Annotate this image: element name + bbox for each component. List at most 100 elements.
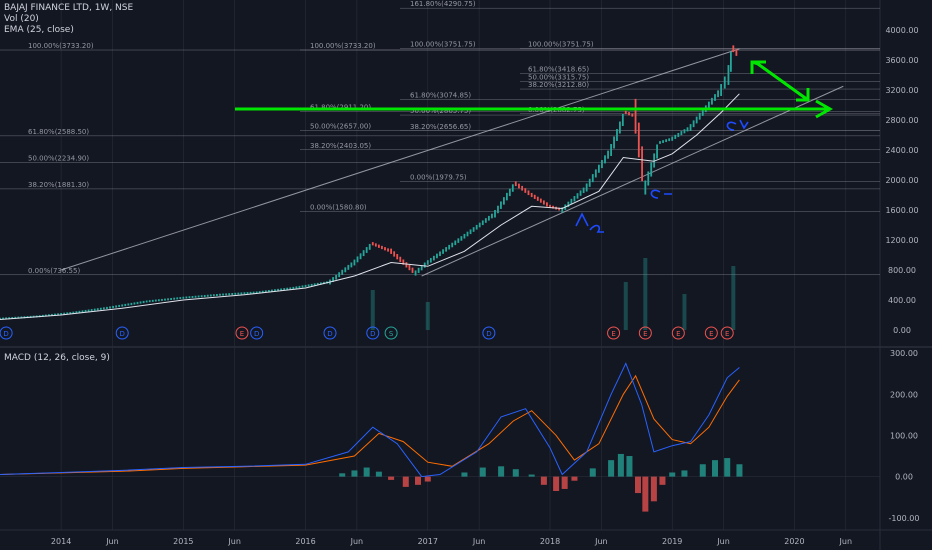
ema-line[interactable] (0, 93, 740, 320)
price-candle (310, 283, 313, 287)
price-candle (432, 255, 435, 261)
time-tick-label: 2014 (51, 537, 71, 546)
price-candle (252, 291, 255, 294)
event-marker[interactable] (607, 326, 621, 340)
macd-histogram-bar (659, 476, 666, 485)
price-candle (191, 296, 194, 298)
event-marker[interactable] (0, 326, 13, 340)
price-candle (381, 245, 383, 250)
event-marker[interactable] (720, 326, 734, 340)
price-candle (130, 302, 133, 306)
price-candle (457, 238, 460, 243)
macd-histogram-bar (479, 467, 486, 477)
macd-line[interactable] (0, 362, 740, 478)
fib-level-label: 50.00%(2234.90) (28, 154, 89, 162)
event-marker[interactable] (638, 326, 652, 340)
price-candle (707, 101, 710, 109)
price-candle (503, 197, 505, 205)
price-candle (167, 298, 169, 301)
event-marker[interactable] (366, 326, 380, 340)
price-candle (359, 253, 362, 260)
event-marker[interactable] (482, 326, 496, 340)
fib-level-label: 61.80%(2588.50) (28, 128, 89, 136)
price-candle (417, 267, 420, 273)
macd-tick-label: 200.00 (890, 390, 918, 399)
price-candle (274, 289, 276, 292)
fib-level-label: 38.20%(1881.30) (28, 181, 89, 189)
macd-histogram-bar (681, 470, 688, 477)
price-candle (680, 131, 683, 136)
price-candle (695, 116, 698, 124)
price-candle (261, 290, 264, 293)
ema-indicator-label[interactable]: EMA (25, close) (4, 25, 74, 35)
price-candle (188, 296, 191, 299)
price-candle (579, 190, 582, 196)
price-candle (280, 288, 283, 291)
price-candle (197, 295, 200, 298)
price-candle (142, 300, 145, 304)
event-marker-label: D (120, 330, 125, 338)
price-candle (460, 236, 463, 241)
annotation-arrowhead-right (815, 99, 834, 119)
macd-histogram-bar (724, 458, 731, 477)
handwritten-mark-right (726, 119, 749, 131)
price-candle (96, 308, 99, 311)
price-candle (298, 285, 301, 289)
event-marker[interactable] (671, 326, 685, 340)
price-candle (505, 192, 508, 201)
price-candle (717, 90, 719, 98)
price-candle (5, 317, 8, 320)
price-candle (634, 98, 637, 134)
price-candle (445, 247, 448, 252)
price-candle (576, 193, 579, 199)
price-candle (350, 262, 353, 268)
price-candle (524, 188, 527, 193)
price-candle (216, 294, 218, 296)
price-candle (393, 251, 396, 257)
price-candle (316, 282, 319, 286)
price-candle (527, 190, 530, 196)
volume-indicator-label[interactable]: Vol (20) (4, 14, 39, 24)
price-candle (319, 282, 322, 285)
fib-level-label: 100.00%(3751.75) (410, 41, 476, 49)
price-candle (93, 308, 96, 311)
price-candle (558, 207, 561, 211)
drawing-annotations (235, 60, 834, 233)
price-tick-label: 2800.00 (885, 116, 918, 125)
price-candle (51, 313, 53, 316)
price-candle (161, 298, 163, 301)
event-marker[interactable] (235, 326, 249, 340)
fib-level-label: 0.00%(1580.80) (310, 203, 367, 211)
event-marker[interactable] (384, 326, 398, 340)
event-marker[interactable] (704, 326, 718, 340)
price-candle (387, 248, 389, 252)
price-candle (133, 302, 136, 305)
trendline[interactable] (60, 48, 740, 271)
price-candle (701, 109, 704, 116)
macd-histogram-bar (571, 476, 578, 481)
price-candle (539, 198, 542, 203)
event-marker-label: D (254, 330, 259, 338)
price-candle (219, 293, 221, 296)
macd-histogram-bar (561, 476, 568, 489)
price-candle (616, 129, 618, 141)
price-candle (271, 289, 273, 292)
fib-level-label: 161.80%(4290.75) (410, 0, 476, 8)
event-marker[interactable] (250, 326, 264, 340)
price-candle (585, 183, 588, 192)
price-candle (637, 122, 640, 158)
trendline[interactable] (421, 85, 844, 277)
event-marker[interactable] (115, 326, 129, 340)
event-marker-label: E (676, 330, 680, 338)
price-candle (206, 294, 209, 297)
event-marker[interactable] (323, 326, 337, 340)
macd-indicator-label[interactable]: MACD (12, 26, close, 9) (4, 353, 110, 363)
price-candle (631, 113, 634, 117)
price-candle (170, 298, 173, 300)
fib-level-label: 38.20%(2656.65) (410, 123, 471, 131)
price-candle (390, 248, 393, 254)
price-candle (487, 215, 490, 221)
price-candle (729, 51, 732, 72)
price-candle (78, 310, 81, 313)
